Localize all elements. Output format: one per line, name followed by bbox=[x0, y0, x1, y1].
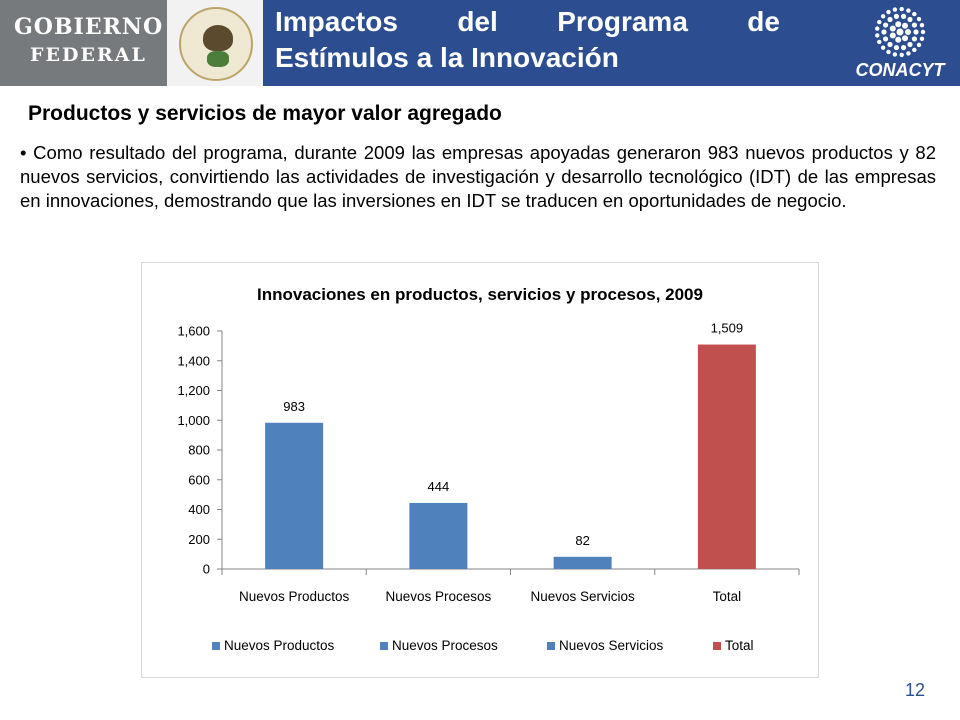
conacyt-dot bbox=[900, 13, 907, 20]
legend-label: Nuevos Procesos bbox=[392, 638, 498, 653]
conacyt-dot bbox=[895, 36, 902, 43]
bar-data-label: 1,509 bbox=[711, 321, 744, 336]
y-tick-label: 1,400 bbox=[177, 353, 210, 368]
conacyt-dot bbox=[893, 44, 900, 51]
x-tick-label: Nuevos Servicios bbox=[530, 589, 635, 604]
conacyt-dot bbox=[889, 32, 896, 39]
logo-line-1: GOBIERNO bbox=[14, 14, 164, 40]
conacyt-dot bbox=[887, 41, 893, 48]
chart-container: Innovaciones en productos, servicios y p… bbox=[141, 262, 819, 678]
title-line-2: Estímulos a la Innovación bbox=[275, 42, 619, 73]
conacyt-dot bbox=[916, 16, 922, 22]
conacyt-dot bbox=[886, 9, 891, 15]
cactus-icon bbox=[207, 51, 229, 67]
legend-label: Nuevos Servicios bbox=[559, 638, 664, 653]
conacyt-dot bbox=[907, 41, 913, 48]
conacyt-dot bbox=[901, 22, 908, 29]
conacyt-dot bbox=[882, 22, 889, 28]
conacyt-dot bbox=[875, 26, 880, 31]
bullet: • bbox=[20, 142, 27, 163]
conacyt-dot bbox=[899, 52, 904, 58]
conacyt-dot bbox=[900, 44, 907, 51]
conacyt-dot bbox=[919, 23, 925, 28]
page-number: 12 bbox=[905, 680, 926, 700]
conacyt-dot bbox=[912, 47, 917, 53]
legend-label: Total bbox=[725, 638, 754, 653]
x-tick-label: Nuevos Productos bbox=[239, 589, 350, 604]
legend-swatch bbox=[212, 642, 220, 650]
conacyt-dot bbox=[896, 28, 904, 36]
conacyt-dot bbox=[880, 45, 886, 50]
bar bbox=[409, 502, 468, 569]
y-tick-label: 600 bbox=[188, 472, 210, 487]
bar-data-label: 444 bbox=[428, 479, 450, 494]
conacyt-dot bbox=[877, 39, 882, 45]
eagle-icon bbox=[203, 25, 233, 51]
conacyt-dots-icon bbox=[875, 6, 926, 58]
title-word: Programa bbox=[557, 6, 688, 37]
x-tick-label: Nuevos Procesos bbox=[385, 589, 491, 604]
mexico-seal-logo bbox=[167, 0, 263, 86]
conacyt-dot bbox=[882, 36, 889, 42]
conacyt-dot bbox=[906, 51, 911, 56]
bar bbox=[553, 556, 612, 569]
conacyt-dot bbox=[875, 33, 880, 38]
conacyt-dot bbox=[905, 29, 911, 35]
conacyt-dot bbox=[920, 29, 926, 35]
bar-data-label: 82 bbox=[575, 533, 589, 548]
conacyt-dot bbox=[913, 29, 919, 35]
title-word: Impactos bbox=[275, 6, 398, 37]
y-tick-label: 1,600 bbox=[177, 324, 210, 339]
legend-swatch bbox=[547, 642, 555, 650]
y-tick-label: 0 bbox=[203, 562, 210, 577]
paragraph-text: Como resultado del programa, durante 200… bbox=[20, 142, 936, 211]
conacyt-dot bbox=[901, 35, 908, 42]
bar-data-label: 983 bbox=[283, 399, 305, 414]
conacyt-dot bbox=[907, 16, 913, 23]
conacyt-dot bbox=[880, 14, 886, 19]
legend-swatch bbox=[380, 642, 388, 650]
section-subtitle: Productos y servicios de mayor valor agr… bbox=[28, 102, 502, 125]
y-tick-label: 800 bbox=[188, 443, 210, 458]
title-word: del bbox=[457, 6, 498, 37]
conacyt-label: CONACYT bbox=[855, 60, 945, 80]
x-tick-label: Total bbox=[713, 589, 742, 604]
conacyt-dot bbox=[899, 6, 904, 12]
logo-line-2: FEDERAL bbox=[30, 44, 147, 66]
conacyt-dot bbox=[889, 25, 896, 32]
conacyt-dot bbox=[906, 8, 911, 13]
bar bbox=[697, 344, 756, 569]
conacyt-dot bbox=[912, 11, 917, 17]
conacyt-dot bbox=[895, 21, 902, 28]
y-tick-label: 1,200 bbox=[177, 383, 210, 398]
legend-label: Nuevos Productos bbox=[224, 638, 335, 653]
conacyt-dot bbox=[919, 36, 925, 41]
conacyt-dot bbox=[892, 52, 898, 57]
bar bbox=[265, 422, 324, 569]
seal-icon bbox=[179, 7, 253, 81]
conacyt-dot bbox=[877, 19, 882, 25]
gobierno-federal-logo: GOBIERNO FEDERAL bbox=[0, 0, 167, 86]
conacyt-logo: CONACYT bbox=[845, 4, 955, 84]
title-line-1: Impactos del Programa de bbox=[275, 4, 780, 40]
conacyt-dot bbox=[893, 13, 900, 20]
y-tick-label: 200 bbox=[188, 532, 210, 547]
conacyt-dot bbox=[881, 29, 887, 35]
bar-chart: Innovaciones en productos, servicios y p… bbox=[177, 285, 800, 653]
conacyt-dot bbox=[916, 42, 922, 48]
conacyt-dot bbox=[887, 16, 893, 23]
y-tick-label: 400 bbox=[188, 502, 210, 517]
chart-title: Innovaciones en productos, servicios y p… bbox=[257, 285, 703, 304]
conacyt-dot bbox=[911, 22, 918, 28]
page-title: Impactos del Programa de Estímulos a la … bbox=[275, 4, 780, 76]
body-paragraph: • Como resultado del programa, durante 2… bbox=[20, 141, 936, 213]
y-tick-label: 1,000 bbox=[177, 413, 210, 428]
conacyt-dot bbox=[911, 36, 918, 42]
header-band: GOBIERNO FEDERAL Impactos del Programa d… bbox=[0, 0, 960, 86]
conacyt-dot bbox=[892, 7, 898, 12]
title-word: de bbox=[747, 6, 780, 37]
legend-swatch bbox=[713, 642, 721, 650]
conacyt-dot bbox=[886, 49, 891, 55]
